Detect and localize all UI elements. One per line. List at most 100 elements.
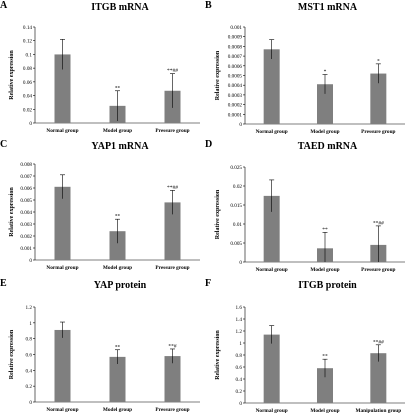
bar — [263, 49, 280, 125]
y-tick-label: 1.2 — [26, 305, 33, 311]
panel-letter: E — [0, 278, 7, 289]
bar — [109, 231, 126, 260]
category-label: Pressure group — [155, 407, 189, 413]
y-tick-label: 0 — [239, 122, 242, 128]
y-tick-label: 0.0003 — [228, 93, 243, 99]
panel-letter: A — [0, 0, 8, 11]
significance-label: ** — [322, 354, 328, 360]
y-tick-label: 1.6 — [236, 305, 243, 311]
panel-letter: B — [205, 0, 212, 11]
significance-label: **## — [167, 185, 178, 191]
y-tick-label: 0.4 — [236, 377, 243, 383]
category-label: Normal group — [256, 129, 288, 135]
significance-label: ** — [115, 344, 121, 350]
y-tick-label: 0.8 — [26, 337, 33, 343]
category-label: Model group — [103, 407, 132, 413]
y-tick-label: 0.0008 — [228, 44, 243, 50]
significance-label: **## — [373, 339, 384, 345]
panel-letter: F — [205, 278, 212, 289]
panel-mst1-mrna: B MST1 mRNA 0 0.0001 0.0002 0.0003 0.0004 0.0… — [205, 0, 410, 139]
category-label: Model group — [103, 265, 132, 271]
y-axis-label: Relative expression — [9, 187, 15, 237]
y-tick-label: 0 — [239, 260, 242, 266]
category-label: Pressure group — [155, 265, 189, 271]
y-axis-label: Relative expression — [215, 189, 221, 239]
y-tick-label: 0.12 — [23, 39, 32, 45]
category-label: Normal group — [46, 128, 78, 134]
category-label: Normal group — [46, 407, 78, 413]
y-tick-label: 0.005 — [230, 241, 242, 247]
bar-chart: 0 0.2 0.4 0.6 0.8 1 1.2 Relative expression Norm… — [9, 305, 200, 413]
bar — [263, 195, 280, 262]
y-tick-label: 0.0002 — [228, 103, 243, 109]
y-tick-label: 0.002 — [20, 234, 32, 240]
y-tick-label: 0.2 — [236, 389, 243, 395]
y-tick-label: 0.003 — [20, 222, 32, 228]
y-tick-label: 0.015 — [230, 203, 242, 209]
panel-itgb-mrna: A ITGB mRNA 0 0.02 0.04 0.06 0.08 0.1 0.12 0.14… — [0, 0, 205, 139]
significance-label: ** — [115, 85, 121, 91]
y-axis-label: Relative expression — [215, 50, 221, 100]
y-tick-label: 0.006 — [20, 186, 32, 192]
panel-letter: C — [0, 139, 8, 150]
y-tick-label: 0.025 — [230, 165, 242, 171]
panel-title: YAP1 mRNA — [91, 141, 149, 152]
y-tick-label: 0.2 — [26, 384, 33, 390]
bar-chart: 0 0.2 0.4 0.6 0.8 1 1.2 1.4 1.6 Relative expressi… — [215, 305, 405, 414]
bar — [164, 202, 181, 260]
y-tick-label: 0.4 — [26, 368, 33, 374]
panel-letter: D — [205, 139, 213, 150]
significance-label: **# — [168, 343, 177, 349]
y-tick-label: 0.06 — [23, 80, 32, 86]
bar — [54, 54, 71, 123]
panel-yap1-mrna: C YAP1 mRNA 0 0.001 0.002 0.003 0.004 0.005 0.… — [0, 139, 205, 278]
category-label: Normal group — [256, 267, 288, 273]
y-tick-label: 0.004 — [20, 210, 32, 216]
bar-chart: 0 0.005 0.01 0.015 0.02 0.025 Relative express… — [215, 165, 405, 273]
bar — [317, 84, 333, 124]
y-tick-label: 0 — [239, 401, 242, 407]
y-tick-label: 0.6 — [236, 365, 243, 371]
y-tick-label: 0.005 — [20, 198, 32, 204]
bar — [317, 368, 333, 403]
bar — [54, 329, 71, 402]
y-tick-label: 0.04 — [23, 94, 32, 100]
significance-label: **## — [373, 220, 384, 226]
y-tick-label: 0.02 — [233, 184, 242, 190]
y-axis-label: Relative expression — [9, 50, 15, 100]
bar-chart: 0 0.001 0.002 0.003 0.004 0.005 0.006 0.007 0.00… — [9, 162, 200, 271]
y-tick-label: 0.01 — [233, 222, 242, 228]
y-tick-label: 0.008 — [20, 162, 32, 168]
y-tick-label: 1.4 — [236, 317, 243, 323]
y-tick-label: 0.001 — [20, 246, 32, 252]
y-tick-label: 0 — [29, 258, 32, 264]
y-tick-label: 0.14 — [23, 25, 32, 31]
category-label: Model group — [310, 408, 339, 414]
panel-title: MST1 mRNA — [297, 2, 358, 13]
y-tick-label: 0.8 — [236, 353, 243, 359]
category-label: Normal group — [46, 265, 78, 271]
y-tick-label: 0.1 — [26, 52, 33, 58]
category-label: Manipulation group — [355, 408, 401, 414]
bar — [109, 356, 126, 402]
panel-taed-mrna: D TAED mRNA 0 0.005 0.01 0.015 0.02 0.025 Rela… — [205, 139, 410, 278]
y-axis-label: Relative expression — [9, 329, 15, 379]
significance-label: **## — [167, 68, 178, 74]
y-tick-label: 0.08 — [23, 66, 32, 72]
y-tick-label: 1.2 — [236, 329, 243, 335]
category-label: Normal group — [256, 408, 288, 414]
y-tick-label: 0.0006 — [228, 64, 243, 70]
category-label: Pressure group — [155, 128, 189, 134]
y-tick-label: 0 — [29, 121, 32, 127]
y-tick-label: 0.0009 — [228, 35, 243, 41]
panel-title: ITGB protein — [298, 280, 357, 291]
y-tick-label: 0.0004 — [228, 83, 243, 89]
bar-chart: 0 0.02 0.04 0.06 0.08 0.1 0.12 0.14 Relative exp… — [9, 25, 200, 134]
y-tick-label: 0.02 — [23, 107, 32, 113]
category-label: Model group — [103, 128, 132, 134]
panel-title: ITGB mRNA — [91, 2, 149, 13]
category-label: Pressure group — [361, 129, 395, 135]
y-tick-label: 0.0005 — [228, 74, 243, 80]
y-tick-label: 0.007 — [20, 174, 32, 180]
